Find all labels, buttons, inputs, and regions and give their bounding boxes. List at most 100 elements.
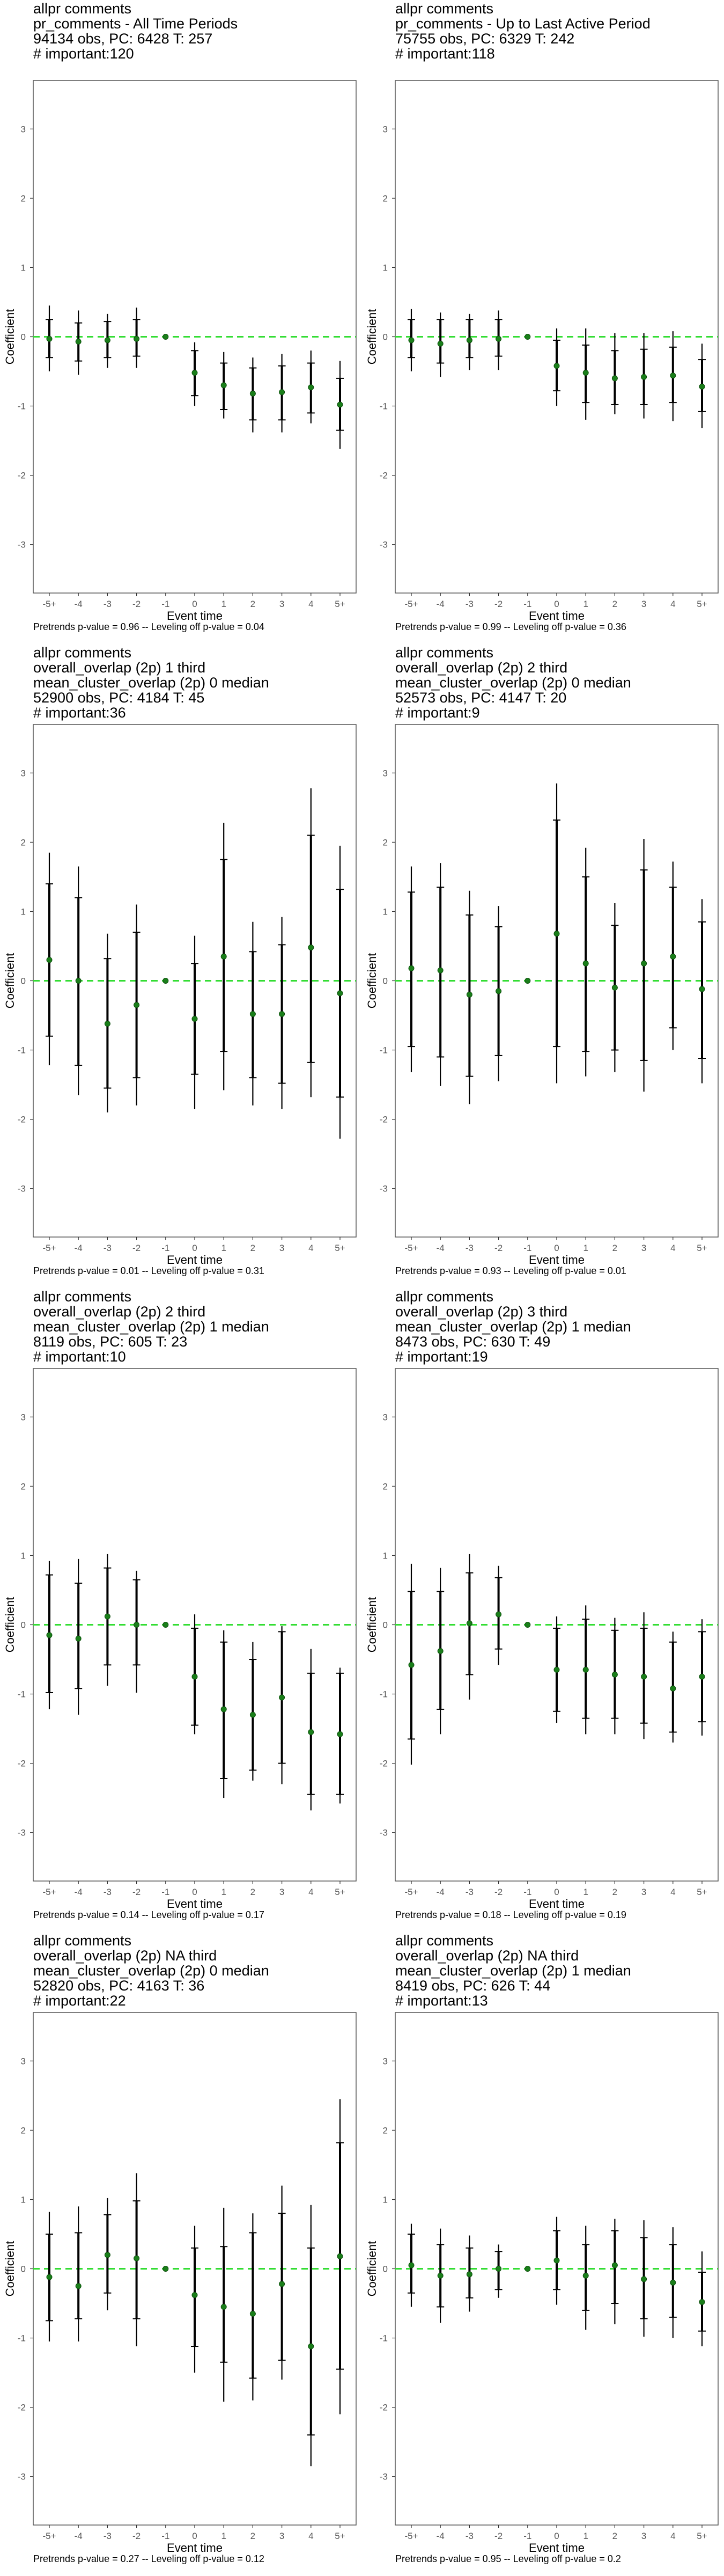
- chart-plot: 3 2 1 0 -1 -2 -3 -5+ -4 -3 -2 -1 0 1 2 3 4 5+ Event time Co…: [365, 1368, 719, 1911]
- coefficient-point: [337, 401, 343, 408]
- coefficient-point: [699, 986, 705, 992]
- x-tick-label: -1: [523, 1243, 531, 1253]
- coefficient-point: [670, 1685, 676, 1692]
- chart-title-line: allpr comments: [395, 1933, 494, 1949]
- x-tick-label: -1: [161, 1887, 169, 1897]
- coefficient-point: [220, 382, 227, 389]
- x-tick-label: 4: [670, 1243, 675, 1253]
- x-tick-label: 0: [554, 1243, 559, 1253]
- x-tick-label: -5+: [404, 2531, 418, 2541]
- x-tick-label: -4: [437, 2531, 445, 2541]
- chart-plot: 3 2 1 0 -1 -2 -3 -5+ -4 -3 -2 -1 0 1 2 3 4 5+ Event time Co…: [365, 2012, 719, 2555]
- chart-panel: allpr comments overall_overlap (2p) NA th…: [362, 1932, 724, 2576]
- x-tick-label: -3: [104, 1887, 112, 1897]
- x-tick-label: 5+: [697, 1887, 707, 1897]
- chart-title-line: 52820 obs, PC: 4163 T: 36: [33, 1978, 205, 1994]
- x-tick-label: 0: [192, 2531, 197, 2541]
- x-axis-label: Event time: [167, 1897, 223, 1911]
- y-tick-label: 2: [21, 1481, 26, 1491]
- y-tick-label: 3: [383, 124, 388, 134]
- coefficient-point: [670, 372, 676, 379]
- y-tick-label: -3: [380, 1828, 388, 1838]
- pvalue-footer: Pretrends p-value = 0.95 -- Leveling off…: [395, 2553, 621, 2564]
- x-tick-label: 4: [308, 1887, 313, 1897]
- chart-title-line: overall_overlap (2p) 3 third: [395, 1304, 568, 1320]
- x-tick-label: 5+: [335, 1243, 345, 1253]
- chart-title: allpr comments pr_comments - All Time Per…: [33, 1, 238, 61]
- coefficient-point: [162, 978, 169, 984]
- y-tick-label: -1: [18, 1689, 26, 1700]
- coefficient-point: [582, 370, 589, 376]
- chart-title-line: allpr comments: [395, 1, 494, 17]
- coefficient-point: [249, 2310, 256, 2317]
- x-tick-label: -4: [75, 1243, 83, 1253]
- coefficient-point: [699, 1673, 705, 1680]
- y-tick-label: 3: [21, 768, 26, 778]
- x-tick-label: 1: [221, 1243, 226, 1253]
- y-axis-label: Coefficient: [365, 2241, 379, 2297]
- y-tick-label: 3: [21, 1412, 26, 1422]
- y-tick-label: 2: [383, 837, 388, 847]
- coefficient-point: [162, 334, 169, 340]
- x-tick-label: -5+: [404, 1887, 418, 1897]
- x-tick-label: -5+: [42, 599, 56, 609]
- chart-title-line: allpr comments: [33, 1, 132, 17]
- coefficient-point: [162, 2266, 169, 2272]
- chart-title-line: mean_cluster_overlap (2p) 0 median: [395, 675, 631, 691]
- chart-plot: 3 2 1 0 -1 -2 -3 -5+ -4 -3 -2 -1 0 1 2 3 4 5+ Event time Co…: [365, 724, 719, 1267]
- x-tick-label: 3: [641, 1243, 646, 1253]
- chart-title-line: # important:13: [395, 1993, 488, 2009]
- y-tick-label: 1: [21, 1550, 26, 1561]
- y-tick-label: 1: [21, 262, 26, 273]
- coefficient-point: [670, 953, 676, 960]
- chart-title-line: 8419 obs, PC: 626 T: 44: [395, 1978, 551, 1994]
- coefficient-point: [466, 991, 472, 998]
- chart-panel: allpr comments overall_overlap (2p) 3 thi…: [362, 1288, 724, 1932]
- x-tick-label: -3: [466, 1243, 474, 1253]
- x-tick-label: 3: [641, 2531, 646, 2541]
- x-tick-label: 0: [192, 1887, 197, 1897]
- chart-title-line: overall_overlap (2p) NA third: [33, 1948, 217, 1964]
- coefficient-point: [104, 2252, 110, 2258]
- chart-title-line: # important:19: [395, 1349, 488, 1365]
- x-tick-label: 4: [670, 599, 675, 609]
- x-tick-label: -3: [104, 2531, 112, 2541]
- coefficient-point: [308, 2343, 314, 2350]
- chart-title-line: pr_comments - Up to Last Active Period: [395, 16, 651, 32]
- x-tick-label: 5+: [697, 2531, 707, 2541]
- x-tick-label: 2: [612, 599, 617, 609]
- y-axis-label: Coefficient: [365, 953, 379, 1009]
- x-tick-label: -2: [132, 1887, 141, 1897]
- chart-panel: allpr comments overall_overlap (2p) 1 thi…: [0, 644, 362, 1288]
- x-tick-label: 0: [554, 2531, 559, 2541]
- y-tick-label: 1: [383, 262, 388, 273]
- y-tick-label: 0: [383, 976, 388, 986]
- x-tick-label: 4: [670, 2531, 675, 2541]
- y-axis-label: Coefficient: [3, 1597, 17, 1653]
- y-tick-label: -2: [380, 471, 388, 481]
- coefficient-point: [134, 1002, 140, 1008]
- coefficient-point: [582, 2272, 589, 2279]
- y-tick-label: 3: [21, 2056, 26, 2066]
- x-tick-label: 5+: [335, 599, 345, 609]
- x-axis-label: Event time: [167, 1253, 223, 1267]
- chart-panel: allpr comments pr_comments - Up to Last A…: [362, 0, 724, 644]
- coefficient-point: [279, 2281, 285, 2287]
- chart-title-line: overall_overlap (2p) 2 third: [33, 1304, 206, 1320]
- chart-title: allpr comments overall_overlap (2p) 2 thi…: [33, 1289, 269, 1364]
- pvalue-footer: Pretrends p-value = 0.14 -- Leveling off…: [33, 1909, 264, 1920]
- x-tick-label: 3: [279, 1243, 284, 1253]
- y-tick-label: 3: [383, 1412, 388, 1422]
- chart-plot: 3 2 1 0 -1 -2 -3 -5+ -4 -3 -2 -1 0 1 2 3 4 5+ Event time Co…: [365, 80, 719, 623]
- chart-title-line: mean_cluster_overlap (2p) 1 median: [395, 1963, 631, 1979]
- chart-title: allpr comments overall_overlap (2p) 3 thi…: [395, 1289, 631, 1364]
- chart-title-line: mean_cluster_overlap (2p) 1 median: [395, 1319, 631, 1335]
- coefficient-point: [699, 383, 705, 390]
- x-tick-label: 0: [554, 1887, 559, 1897]
- y-tick-label: 0: [21, 1620, 26, 1630]
- x-tick-label: 1: [221, 1887, 226, 1897]
- x-tick-label: -1: [161, 1243, 169, 1253]
- coefficient-point: [496, 988, 502, 994]
- coefficient-point: [496, 335, 502, 342]
- x-tick-label: -4: [437, 1243, 445, 1253]
